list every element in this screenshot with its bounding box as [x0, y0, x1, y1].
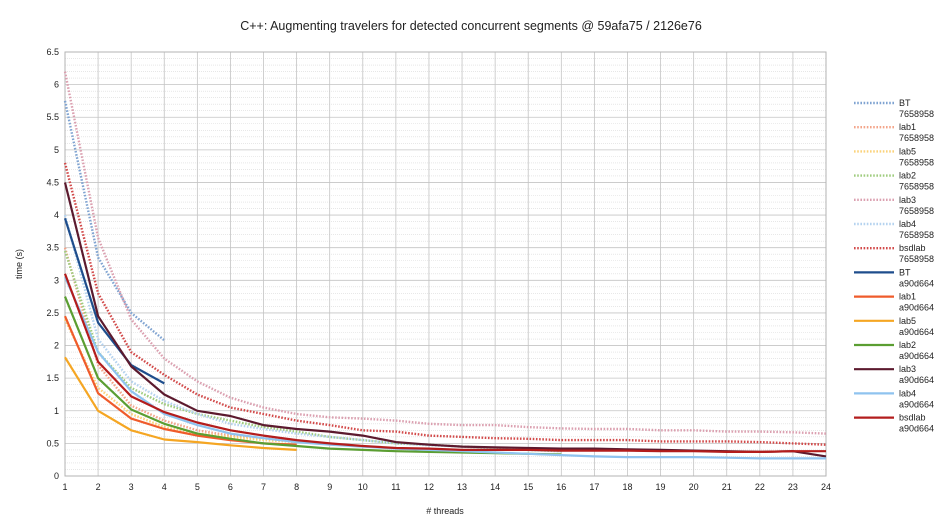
- x-tick-label: 11: [391, 482, 400, 492]
- x-tick-label: 8: [294, 482, 299, 492]
- y-tick-label: 1.5: [46, 373, 59, 383]
- series-line-bsdlab-7658958: [63, 162, 827, 446]
- series-line-lab4-a90d664: [63, 276, 826, 460]
- legend-sublabel: 7658958: [899, 182, 934, 192]
- x-tick-label: 10: [358, 482, 368, 492]
- legend: BT7658958lab17658958lab57658958lab276589…: [854, 98, 934, 434]
- y-tick-label: 4.5: [46, 177, 59, 187]
- legend-label: lab1: [899, 122, 916, 132]
- y-tick-label: 5: [54, 145, 59, 155]
- x-tick-label: 21: [722, 482, 732, 492]
- legend-sublabel: a90d664: [899, 303, 934, 313]
- legend-label: bsdlab: [899, 413, 926, 423]
- series-line-lab1-7658958: [63, 247, 297, 442]
- legend-sublabel: a90d664: [899, 375, 934, 385]
- x-tick-label: 5: [195, 482, 200, 492]
- legend-label: lab5: [899, 316, 916, 326]
- legend-label: lab4: [899, 219, 916, 229]
- legend-sublabel: 7658958: [899, 230, 934, 240]
- x-tick-label: 13: [457, 482, 467, 492]
- legend-label: lab3: [899, 195, 916, 205]
- x-tick-label: 20: [689, 482, 699, 492]
- legend-sublabel: 7658958: [899, 254, 934, 264]
- x-tick-label: 1: [62, 482, 67, 492]
- x-tick-label: 9: [327, 482, 332, 492]
- legend-sublabel: 7658958: [899, 206, 934, 216]
- x-tick-label: 19: [656, 482, 666, 492]
- y-axis-label: time (s): [14, 249, 24, 279]
- x-tick-label: 12: [424, 482, 434, 492]
- legend-label: lab1: [899, 292, 916, 302]
- legend-label: BT: [899, 267, 911, 277]
- legend-sublabel: a90d664: [899, 278, 934, 288]
- y-tick-label: 0.5: [46, 438, 59, 448]
- legend-sublabel: 7658958: [899, 133, 934, 143]
- y-tick-label: 6: [54, 80, 59, 90]
- legend-label: lab3: [899, 364, 916, 374]
- series-line-BT-a90d664: [63, 217, 165, 385]
- x-tick-label: 18: [622, 482, 632, 492]
- chart-title: C++: Augmenting travelers for detected c…: [240, 19, 702, 33]
- x-axis-label: # threads: [426, 506, 464, 516]
- x-tick-label: 15: [523, 482, 533, 492]
- legend-sublabel: a90d664: [899, 327, 934, 337]
- x-tick-label: 16: [556, 482, 566, 492]
- legend-label: bsdlab: [899, 243, 926, 253]
- y-tick-label: 0: [54, 471, 59, 481]
- legend-label: lab4: [899, 388, 916, 398]
- axes: 00.511.522.533.544.555.566.51 2 3 4 5 6 7 8 9 10 1…: [46, 47, 831, 492]
- series-line-bsdlab-a90d664: [63, 273, 826, 453]
- series-line-lab5-7658958: [63, 318, 297, 444]
- x-tick-label: 3: [129, 482, 134, 492]
- x-tick-label: 14: [490, 482, 500, 492]
- legend-label: lab2: [899, 171, 916, 181]
- legend-sublabel: a90d664: [899, 424, 934, 434]
- x-tick-label: 23: [788, 482, 798, 492]
- legend-label: lab5: [899, 146, 916, 156]
- grid: [64, 51, 827, 477]
- series-layer: [63, 71, 827, 460]
- legend-sublabel: a90d664: [899, 351, 934, 361]
- legend-label: BT: [899, 98, 911, 108]
- y-tick-label: 3: [54, 275, 59, 285]
- y-tick-label: 5.5: [46, 112, 59, 122]
- y-tick-label: 3.5: [46, 243, 59, 253]
- x-tick-label: 6: [228, 482, 233, 492]
- x-tick-label: 4: [162, 482, 167, 492]
- plot-frame: [64, 51, 827, 477]
- x-tick-label: 2: [96, 482, 101, 492]
- y-tick-label: 1: [54, 406, 59, 416]
- y-tick-label: 2.5: [46, 308, 59, 318]
- legend-sublabel: 7658958: [899, 157, 934, 167]
- y-tick-label: 4: [54, 210, 59, 220]
- y-tick-label: 6.5: [46, 47, 59, 57]
- legend-sublabel: a90d664: [899, 399, 934, 409]
- series-line-lab5-a90d664: [64, 356, 297, 451]
- x-tick-label: 24: [821, 482, 831, 492]
- x-tick-label: 22: [755, 482, 765, 492]
- series-line-BT-7658958: [63, 100, 166, 342]
- legend-sublabel: 7658958: [899, 109, 934, 119]
- x-tick-label: 17: [589, 482, 599, 492]
- legend-label: lab2: [899, 340, 916, 350]
- y-tick-label: 2: [54, 341, 59, 351]
- x-tick-label: 7: [261, 482, 266, 492]
